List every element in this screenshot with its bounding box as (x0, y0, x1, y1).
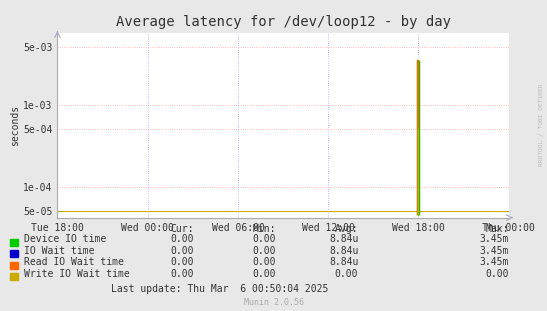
Text: Read IO Wait time: Read IO Wait time (24, 257, 124, 267)
Text: Min:: Min: (253, 224, 276, 234)
Text: 0.00: 0.00 (253, 257, 276, 267)
Text: 8.84u: 8.84u (329, 246, 358, 256)
Text: Cur:: Cur: (171, 224, 194, 234)
Text: Max:: Max: (485, 224, 509, 234)
Text: Last update: Thu Mar  6 00:50:04 2025: Last update: Thu Mar 6 00:50:04 2025 (111, 284, 328, 294)
Text: RRDTOOL / TOBI OETIKER: RRDTOOL / TOBI OETIKER (538, 83, 543, 166)
Text: 0.00: 0.00 (253, 269, 276, 279)
Text: 8.84u: 8.84u (329, 257, 358, 267)
Text: 0.00: 0.00 (171, 257, 194, 267)
Text: Write IO Wait time: Write IO Wait time (24, 269, 129, 279)
Text: 0.00: 0.00 (171, 234, 194, 244)
Text: 3.45m: 3.45m (479, 257, 509, 267)
Text: IO Wait time: IO Wait time (24, 246, 94, 256)
Y-axis label: seconds: seconds (10, 104, 20, 146)
Text: 8.84u: 8.84u (329, 234, 358, 244)
Text: 0.00: 0.00 (253, 246, 276, 256)
Text: 0.00: 0.00 (485, 269, 509, 279)
Text: Munin 2.0.56: Munin 2.0.56 (243, 298, 304, 307)
Text: Avg:: Avg: (335, 224, 358, 234)
Text: 3.45m: 3.45m (479, 234, 509, 244)
Text: 0.00: 0.00 (335, 269, 358, 279)
Text: 0.00: 0.00 (171, 246, 194, 256)
Text: Device IO time: Device IO time (24, 234, 106, 244)
Text: 0.00: 0.00 (171, 269, 194, 279)
Title: Average latency for /dev/loop12 - by day: Average latency for /dev/loop12 - by day (115, 15, 451, 29)
Text: 0.00: 0.00 (253, 234, 276, 244)
Text: 3.45m: 3.45m (479, 246, 509, 256)
